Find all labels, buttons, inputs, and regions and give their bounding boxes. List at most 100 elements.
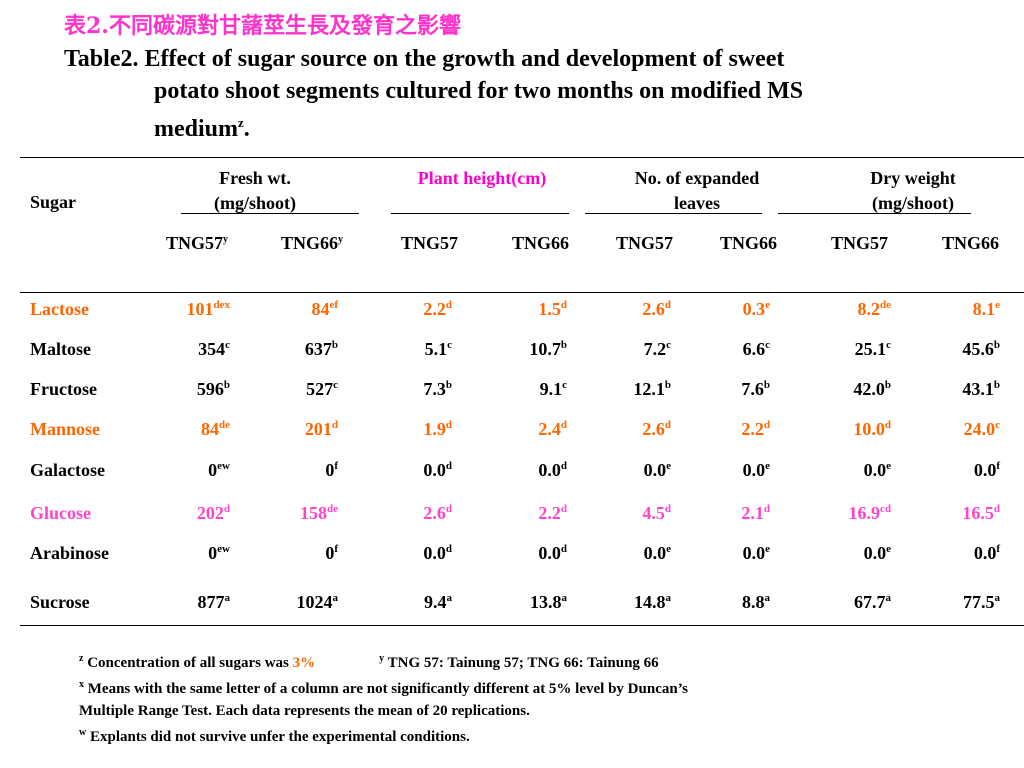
header-fresh-weight-underline (181, 213, 359, 214)
table-header-rule (20, 292, 1024, 293)
table-cell: 84ef (311, 299, 338, 319)
row-label: Fructose (30, 379, 97, 399)
row-label: Glucose (30, 503, 91, 523)
footnote-x: x Means with the same letter of a column… (79, 679, 688, 697)
table-cell: 14.8a (634, 592, 671, 612)
table-cell: 2.2d (741, 419, 770, 439)
table-cell: 877a (197, 592, 231, 612)
table-cell: 637b (304, 339, 338, 359)
table-cell: 6.6c (742, 339, 770, 359)
table-cell: 10.7b (529, 339, 567, 359)
row-label: Galactose (30, 460, 105, 480)
row-label: Lactose (30, 299, 89, 319)
table-cell: 7.6b (741, 379, 770, 399)
table-cell: 9.1c (539, 379, 567, 399)
header-plant-height-underline (391, 213, 569, 214)
table-cell: 2.2d (538, 503, 567, 523)
header-expanded-leaves-underline (585, 213, 762, 214)
table-cell: 2.1d (741, 503, 770, 523)
table-cell: 8.1e (972, 299, 1000, 319)
row-label: Sucrose (30, 592, 90, 612)
table-cell: 2.6d (423, 503, 452, 523)
table-cell: 77.5a (963, 592, 1000, 612)
subheader-tng66: TNG66 (512, 233, 570, 253)
table-cell: 0.0f (973, 460, 1000, 480)
table-cell: 0f (325, 543, 338, 563)
table-cell: 2.2d (423, 299, 452, 319)
table-cell: 9.4a (424, 592, 452, 612)
footnotes: z Concentration of all sugars was 3% y TN… (79, 648, 688, 748)
table-cell: 25.1c (854, 339, 891, 359)
table-cell: 8.8a (742, 592, 770, 612)
title-line-1: Table2. Effect of sugar source on the gr… (64, 46, 785, 72)
footnote-w: w Explants did not survive unfer the exp… (79, 727, 470, 745)
table-cell: 16.5d (962, 503, 1000, 523)
subheader-tng57: TNG57y (166, 233, 229, 253)
table-cell: 354c (198, 339, 230, 359)
table-cell: 4.5d (642, 503, 671, 523)
table-cell: 0.0d (423, 460, 452, 480)
table-cell: 0.0e (863, 460, 891, 480)
header-dry-weight-underline (778, 213, 971, 214)
title-chinese: 表2.不同碳源對甘藷莖生長及發育之影響 (64, 13, 461, 39)
table-cell: 45.6b (962, 339, 1000, 359)
title-line-2: potato shoot segments cultured for two m… (154, 78, 804, 104)
title-line-3: mediumz. (154, 115, 250, 142)
table-cell: 0ew (208, 543, 230, 563)
row-label: Mannose (30, 419, 101, 439)
footnote-z-y: z Concentration of all sugars was 3% y TN… (79, 653, 659, 671)
table-cell: 0.0e (863, 543, 891, 563)
table-cell: 2.4d (538, 419, 567, 439)
row-label: Maltose (30, 339, 91, 359)
table-cell: 0.0f (973, 543, 1000, 563)
footnote-x-cont: Multiple Range Test. Each data represent… (79, 703, 530, 719)
table-cell: 202d (196, 503, 230, 523)
subheader-tng57: TNG57 (616, 233, 674, 253)
table-cell: 0.0e (643, 543, 671, 563)
table-cell: 43.1b (962, 379, 1000, 399)
table-cell: 0.0d (538, 543, 567, 563)
table-cell: 0.0d (538, 460, 567, 480)
table-cell: 596b (196, 379, 230, 399)
table-top-rule (20, 157, 1024, 158)
table-cell: 101dex (186, 299, 231, 319)
table-cell: 7.3b (423, 379, 452, 399)
table-cell: 2.6d (642, 299, 671, 319)
table-cell: 5.1c (424, 339, 452, 359)
table-cell: 2.6d (642, 419, 671, 439)
table-cell: 0.0e (643, 460, 671, 480)
table-cell: 1024a (296, 592, 339, 612)
table-cell: 84de (201, 419, 230, 439)
table-cell: 67.7a (854, 592, 891, 612)
header-dry-weight: Dry weight (mg/shoot) (870, 168, 956, 213)
row-label: Arabinose (30, 543, 110, 563)
title-english: Table2. Effect of sugar source on the gr… (64, 43, 964, 145)
table-cell: 0.0e (742, 460, 770, 480)
header-sugar: Sugar (30, 192, 77, 212)
table-cell: 0.3e (742, 299, 770, 319)
table-cell: 0ew (208, 460, 230, 480)
table-cell: 0.0e (742, 543, 770, 563)
table-cell: 8.2de (857, 299, 892, 319)
table-cell: 7.2c (643, 339, 671, 359)
table-cell: 1.9d (423, 419, 452, 439)
table-cell: 10.0d (853, 419, 891, 439)
table-cell: 12.1b (633, 379, 671, 399)
header-fresh-weight: Fresh wt. (mg/shoot) (214, 168, 296, 213)
table-cell: 16.9cd (848, 503, 892, 523)
table-bottom-rule (20, 625, 1024, 626)
table-cell: 0f (325, 460, 338, 480)
table-cell: 1.5d (538, 299, 567, 319)
subheader-tng66: TNG66y (281, 233, 344, 253)
table-cell: 0.0d (423, 543, 452, 563)
header-plant-height: Plant height(cm) (417, 168, 547, 188)
table-cell: 42.0b (853, 379, 891, 399)
table-cell: 24.0c (963, 419, 1000, 439)
subheader-tng66: TNG66 (720, 233, 778, 253)
table-cell: 13.8a (530, 592, 567, 612)
subheader-tng57: TNG57 (831, 233, 889, 253)
table-cell: 201d (304, 419, 338, 439)
subheader-tng57: TNG57 (401, 233, 459, 253)
header-expanded-leaves: No. of expanded leaves (634, 168, 760, 213)
table-cell: 158de (300, 503, 338, 523)
